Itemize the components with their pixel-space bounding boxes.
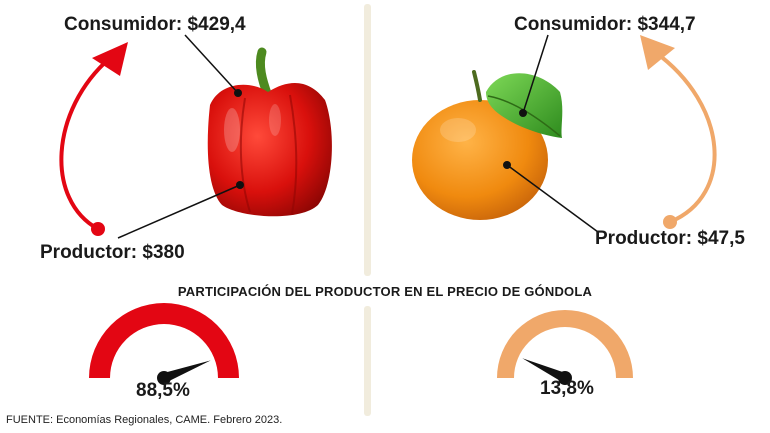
- bell-pepper-icon: [207, 47, 332, 217]
- divider-bottom: [364, 306, 371, 416]
- right-consumer-pointer: [522, 34, 549, 114]
- divider-top: [364, 4, 371, 276]
- right-gauge: [497, 310, 633, 385]
- left-price-arrow: [59, 42, 128, 236]
- source-note: FUENTE: Economías Regionales, CAME. Febr…: [6, 414, 283, 426]
- left-consumer-price: Consumidor: $429,4: [64, 14, 246, 35]
- tangerine-icon: [412, 70, 563, 220]
- right-producer-share: 13,8%: [540, 378, 594, 399]
- right-producer-pointer: [506, 164, 599, 233]
- section-title: PARTICIPACIÓN DEL PRODUCTOR EN EL PRECIO…: [177, 284, 593, 299]
- right-consumer-price: Consumidor: $344,7: [514, 14, 696, 35]
- left-consumer-pointer: [184, 34, 239, 94]
- left-producer-pointer: [117, 184, 241, 239]
- left-producer-price: Productor: $380: [40, 242, 185, 263]
- left-gauge: [89, 303, 239, 385]
- right-producer-price: Productor: $47,5: [595, 228, 745, 249]
- right-price-arrow: [640, 35, 717, 229]
- left-producer-share: 88,5%: [136, 380, 190, 401]
